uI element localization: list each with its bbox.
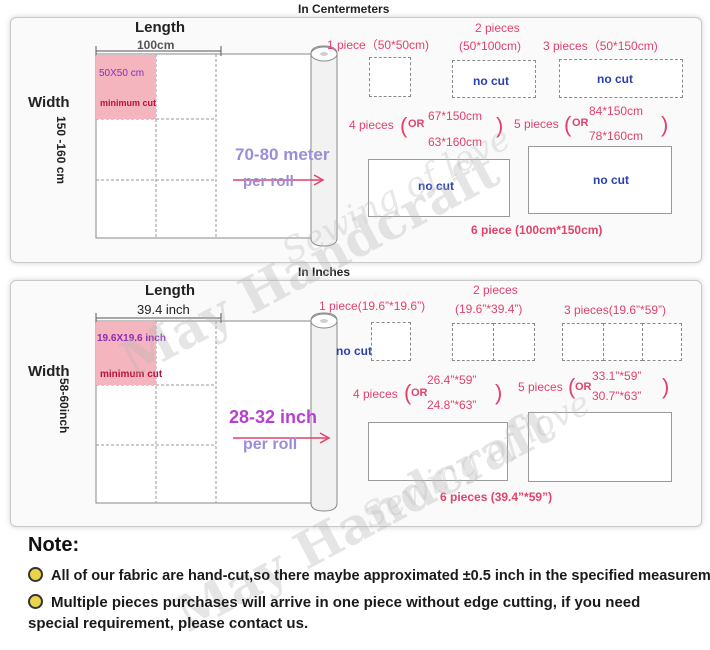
- cm-piece-2-label: 2 pieces: [475, 21, 520, 35]
- cm-piece-2-no-cut: no cut: [473, 74, 509, 88]
- note-line-1-text: All of our fabric are hand-cut,so there …: [51, 568, 710, 584]
- inch-piece-1-label: 1 piece(19.6”*19.6”): [319, 299, 426, 313]
- cm-fabric-roll-diagram: [95, 45, 338, 247]
- inch-piece-4-size-a: 26.4”*59”: [427, 373, 477, 387]
- inch-piece-5-size-b: 30.7”*63”: [592, 389, 642, 403]
- inch-piece-3-swatch-c: [642, 323, 682, 361]
- inch-piece-4-or: OR: [411, 387, 428, 399]
- inch-piece-5-paren: (: [568, 374, 576, 399]
- cm-piece-5-no-cut: no cut: [593, 173, 629, 187]
- cm-piece-5-or: OR: [572, 117, 589, 129]
- inch-piece-5-swatch: [528, 412, 672, 482]
- cm-panel: 50X50 cm minimum cut Length 100cm Width …: [10, 17, 702, 263]
- cm-piece-4-label: 4 pieces: [349, 118, 394, 132]
- cm-piece-4-swatch: [368, 159, 510, 217]
- cm-piece-4-or: OR: [408, 118, 425, 130]
- cm-piece-5-swatch: [528, 146, 672, 214]
- cm-piece-5-label: 5 pieces: [514, 117, 559, 131]
- cm-piece-5-paren: (: [564, 112, 572, 137]
- cm-piece-2-size: (50*100cm): [459, 39, 522, 53]
- inch-piece-4-paren-close: ): [495, 380, 503, 405]
- cm-piece-5-size-b: 78*160cm: [589, 129, 644, 143]
- cm-roll-unit: per roll: [243, 173, 294, 190]
- inch-minimum-cut-label: minimum cut: [100, 369, 163, 380]
- inch-minimum-cut-cell: [96, 322, 156, 385]
- inch-piece-5-or: OR: [575, 381, 592, 393]
- inch-piece-4-swatch: [368, 422, 508, 481]
- cm-piece-4-size-b: 63*160cm: [428, 135, 483, 149]
- cm-piece-4-paren-close: ): [496, 113, 504, 138]
- note-title: Note:: [28, 534, 80, 556]
- inch-piece-4-size-b: 24.8”*63”: [427, 398, 477, 412]
- cm-piece-1-swatch: [369, 57, 411, 97]
- inch-piece-2-swatch-b: [493, 323, 535, 361]
- cm-minimum-cut-cell: [96, 55, 156, 119]
- cm-piece-3-no-cut: no cut: [597, 72, 633, 86]
- inch-piece-2-swatch-a: [452, 323, 494, 361]
- inch-piece-4-label: 4 pieces: [353, 387, 398, 401]
- cm-minimum-size: 50X50 cm: [99, 68, 145, 79]
- cm-piece-6-label: 6 piece (100cm*150cm): [471, 223, 603, 237]
- inch-piece-2-size: (19.6”*39.4”): [455, 302, 523, 316]
- cm-piece-4-paren: (: [400, 113, 408, 138]
- inch-width-label: Width: [28, 363, 70, 380]
- inch-piece-3-swatch-a: [562, 323, 604, 361]
- inch-roll-unit: per roll: [243, 436, 298, 453]
- inch-piece-5-size-a: 33.1”*59”: [592, 369, 642, 383]
- cm-minimum-cut-label: minimum cut: [100, 98, 157, 108]
- inch-section-title: In Inches: [298, 265, 351, 279]
- note-line-2: Multiple pieces purchases will arrive in…: [28, 594, 640, 611]
- inch-piece-2-label: 2 pieces: [473, 283, 518, 297]
- inch-piece-1-swatch: [371, 322, 411, 361]
- cm-length-label: Length: [135, 19, 185, 36]
- cm-piece-4-size-a: 67*150cm: [428, 109, 483, 123]
- cm-length-value: 100cm: [137, 38, 175, 52]
- inch-piece-1-no-cut: no cut: [336, 344, 372, 358]
- inch-fabric-roll-diagram: [95, 312, 338, 512]
- cm-piece-5-size-a: 84*150cm: [589, 104, 644, 118]
- cm-piece-3-swatch: [559, 59, 683, 98]
- inch-width-value: 58-60inch: [57, 378, 71, 434]
- inch-piece-5-label: 5 pieces: [518, 380, 563, 394]
- bullet-icon: [28, 594, 43, 609]
- cm-section-title: In Centermeters: [298, 2, 390, 16]
- note-line-2-continued: special requirement, please contact us.: [28, 615, 309, 632]
- note-line-2-text: Multiple pieces purchases will arrive in…: [51, 594, 641, 611]
- bullet-icon: [28, 567, 43, 582]
- cm-roll-amount: 70-80 meter: [235, 145, 330, 164]
- note-line-1: All of our fabric are hand-cut,so there …: [28, 567, 710, 584]
- cm-width-label: Width: [28, 94, 70, 111]
- inch-piece-5-paren-close: ): [662, 374, 670, 399]
- inch-length-label: Length: [145, 282, 195, 299]
- inch-piece-3-swatch-b: [603, 323, 643, 361]
- cm-piece-3-label: 3 pieces（50*150cm): [543, 39, 658, 53]
- inch-minimum-size: 19.6X19.6 inch: [97, 333, 166, 344]
- inch-length-value: 39.4 inch: [137, 302, 190, 317]
- inch-panel: 19.6X19.6 inch minimum cut Length 39.4 i…: [10, 280, 702, 527]
- inch-piece-4-paren: (: [404, 380, 412, 405]
- inch-piece-6-label: 6 pieces (39.4”*59”): [440, 490, 553, 504]
- cm-piece-5-paren-close: ): [661, 112, 669, 137]
- cm-piece-1-label: 1 piece（50*50cm): [327, 38, 430, 52]
- cm-piece-4-no-cut: no cut: [418, 179, 454, 193]
- inch-piece-3-label: 3 pieces(19.6”*59”): [564, 303, 667, 317]
- inch-roll-amount: 28-32 inch: [229, 407, 318, 427]
- cm-width-value: 150 -160 cm: [54, 116, 68, 185]
- cm-piece-2-swatch: [452, 60, 536, 98]
